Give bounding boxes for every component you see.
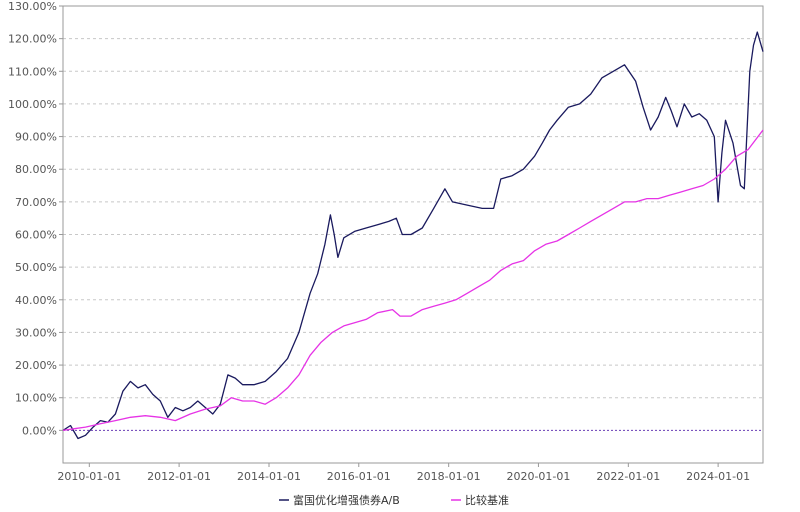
grid-lines: [63, 5, 763, 431]
y-tick-label-1: 10.00%: [15, 392, 57, 405]
axes: [59, 5, 764, 467]
y-tick-label-9: 90.00%: [15, 131, 57, 144]
y-tick-label-4: 40.00%: [15, 294, 57, 307]
series-line-0: [62, 31, 764, 440]
y-tick-label-10: 100.00%: [8, 98, 57, 111]
y-tick-label-8: 80.00%: [15, 163, 57, 176]
legend: 富国优化增强债券A/B 比较基准: [279, 493, 509, 507]
y-tick-label-0: 0.00%: [22, 424, 57, 437]
legend-label-series-0: 富国优化增强债券A/B: [293, 493, 400, 507]
x-tick-label-7: 2024-01-01: [686, 470, 750, 483]
y-tick-label-12: 120.00%: [8, 33, 57, 46]
y-tick-labels: 0.00% 10.00% 20.00% 30.00% 40.00% 50.00% 60.00…: [8, 0, 57, 437]
y-tick-label-5: 50.00%: [15, 261, 57, 274]
legend-label-series-1: 比较基准: [465, 493, 509, 507]
y-tick-label-2: 20.00%: [15, 359, 57, 372]
series-lines: [62, 31, 764, 440]
x-tick-label-5: 2020-01-01: [506, 470, 570, 483]
x-tick-label-1: 2012-01-01: [147, 470, 211, 483]
x-tick-label-6: 2022-01-01: [596, 470, 660, 483]
x-tick-label-4: 2018-01-01: [417, 470, 481, 483]
series-line-1: [62, 129, 764, 432]
y-tick-label-3: 30.00%: [15, 326, 57, 339]
x-tick-label-3: 2016-01-01: [327, 470, 391, 483]
x-tick-label-0: 2010-01-01: [57, 470, 121, 483]
y-tick-label-7: 70.00%: [15, 196, 57, 209]
y-tick-label-13: 130.00%: [8, 0, 57, 13]
y-tick-label-6: 60.00%: [15, 229, 57, 242]
x-tick-labels: 2010-01-01 2012-01-01 2014-01-01 2016-01-01…: [57, 470, 750, 483]
x-tick-label-2: 2014-01-01: [237, 470, 301, 483]
y-tick-label-11: 110.00%: [8, 65, 57, 78]
